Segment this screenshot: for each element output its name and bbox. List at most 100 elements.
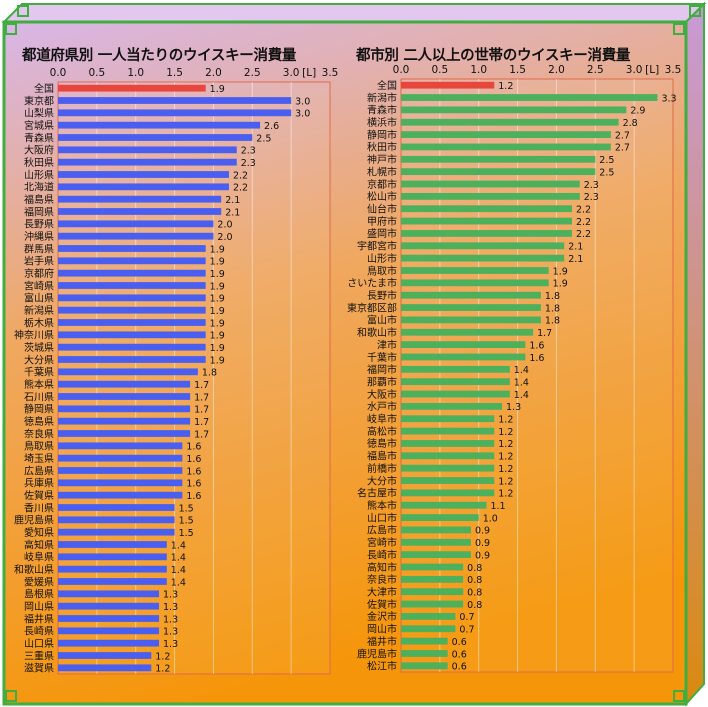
value-label: 2.3	[584, 180, 599, 191]
bar	[58, 504, 175, 511]
value-label: 1.2	[498, 81, 513, 92]
value-label: 1.7	[194, 405, 209, 416]
category-label: 茨城県	[24, 341, 54, 354]
category-label: 岐阜市	[367, 413, 397, 426]
value-label: 1.9	[210, 269, 225, 280]
category-label: 福井県	[24, 612, 54, 625]
category-label: 山口市	[367, 511, 397, 524]
chart-title-prefecture: 都道府県別 一人当たりのウイスキー消費量	[22, 48, 297, 64]
category-label: 佐賀県	[24, 490, 54, 502]
value-label: 1.8	[202, 368, 217, 379]
x-tick-label: 1.0	[127, 67, 144, 79]
category-label: 埼玉県	[24, 452, 54, 465]
bar	[58, 590, 160, 598]
value-label: 1.6	[186, 479, 201, 490]
category-label: 千葉市	[367, 351, 397, 364]
value-label: 1.8	[545, 303, 560, 314]
category-label: 山形市	[367, 252, 397, 265]
bar	[58, 639, 160, 647]
x-tick-label: 0.0	[393, 64, 410, 76]
value-label: 0.7	[459, 612, 474, 623]
value-label: 0.9	[475, 538, 490, 549]
value-label: 1.5	[179, 516, 194, 527]
category-label: 仙台市	[367, 203, 397, 216]
category-label: 全国	[34, 82, 54, 95]
bar	[401, 267, 549, 274]
bar	[401, 514, 479, 521]
value-label: 3.0	[295, 96, 310, 107]
bar	[58, 195, 222, 203]
value-label: 2.1	[225, 195, 240, 206]
bar	[58, 294, 206, 302]
value-label: 3.3	[661, 93, 676, 104]
value-label: 1.3	[163, 602, 178, 613]
value-label: 0.8	[467, 575, 482, 586]
category-label: 全国	[377, 79, 397, 92]
value-label: 1.7	[194, 429, 209, 440]
bar	[401, 304, 541, 311]
category-label: 福岡県	[24, 205, 54, 218]
bar	[401, 254, 565, 262]
bar	[401, 192, 580, 200]
category-label: 愛知県	[24, 526, 54, 539]
bar	[401, 662, 448, 670]
value-label: 1.5	[179, 503, 194, 514]
category-label: 長野市	[367, 289, 397, 302]
category-label: 横浜市	[367, 116, 397, 129]
bar	[401, 575, 464, 583]
bar	[401, 526, 471, 534]
value-label: 2.7	[615, 143, 630, 154]
bar	[401, 415, 495, 423]
category-label: 神奈川県	[14, 329, 54, 342]
category-label: 東京都	[24, 94, 54, 107]
plot-area	[400, 78, 674, 673]
value-label: 1.6	[186, 454, 201, 465]
value-label: 1.9	[210, 257, 225, 268]
bar	[401, 230, 572, 237]
value-label: 1.6	[186, 442, 201, 453]
value-label: 2.0	[217, 220, 232, 231]
category-label: 鳥取市	[367, 264, 397, 277]
x-tick-label: 1.0	[470, 64, 487, 76]
bar	[401, 365, 510, 373]
value-label: 0.8	[467, 600, 482, 611]
bar	[58, 208, 222, 215]
bar	[401, 279, 549, 287]
value-label: 1.3	[506, 402, 521, 413]
category-label: 神戸市	[367, 153, 397, 166]
unit-label: [L]	[645, 64, 659, 76]
value-label: 1.6	[529, 340, 544, 351]
category-label: 岐阜県	[24, 551, 54, 564]
bar	[401, 328, 534, 336]
value-label: 1.5	[179, 528, 194, 539]
x-tick-label: 1.5	[509, 64, 526, 76]
category-label: 熊本市	[367, 499, 397, 512]
x-tick-label: 2.5	[587, 64, 604, 76]
value-label: 1.3	[163, 590, 178, 601]
bar	[58, 183, 229, 191]
bar	[58, 430, 191, 437]
value-label: 1.4	[171, 565, 186, 576]
category-label: 香川県	[24, 502, 54, 514]
value-label: 2.5	[599, 167, 614, 178]
value-label: 1.9	[210, 294, 225, 305]
value-label: 1.9	[210, 355, 225, 366]
category-label: 静岡市	[367, 128, 397, 141]
bar	[401, 588, 464, 596]
bar	[401, 155, 596, 163]
plot-area	[57, 81, 331, 675]
bar	[58, 257, 206, 265]
category-label: 宮城県	[24, 119, 54, 132]
category-label: 津市	[377, 338, 397, 351]
value-label: 2.3	[241, 146, 256, 157]
category-label: 京都府	[24, 267, 54, 280]
value-label: 1.2	[498, 439, 513, 450]
bar	[58, 565, 167, 573]
value-label: 1.4	[171, 540, 186, 551]
bar	[401, 489, 495, 497]
category-label: 高知市	[367, 561, 397, 574]
bar	[401, 341, 526, 349]
category-label: 徳島県	[24, 415, 54, 428]
